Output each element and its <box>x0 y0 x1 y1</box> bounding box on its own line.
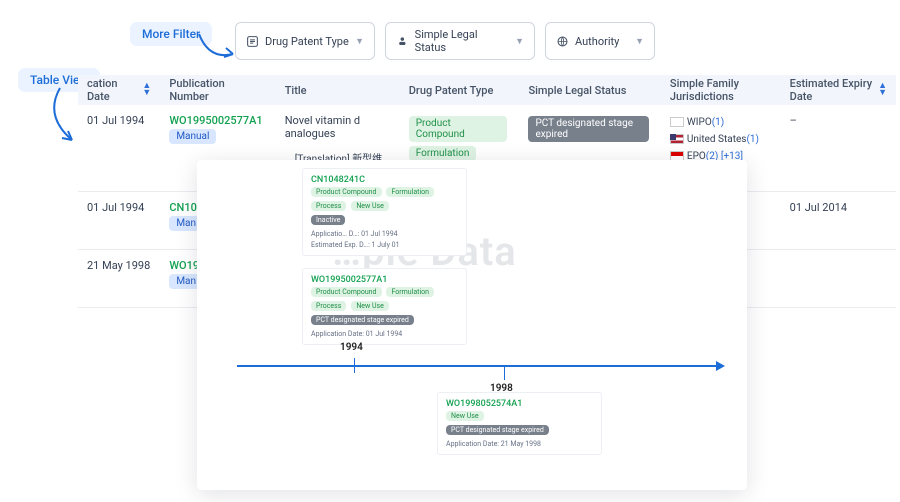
sort-icon: ▲▼ <box>142 83 151 97</box>
publication-link[interactable]: WO1995002577A1 <box>169 114 266 127</box>
col-estimated-expiry-date[interactable]: Estimated Expiry Date▲▼ <box>781 77 896 103</box>
tag: Formulation <box>409 146 477 161</box>
timeline-card[interactable]: WO1995002577A1 Product Compound Formulat… <box>302 268 467 345</box>
filter-label: Simple Legal Status <box>415 28 509 54</box>
timeline-panel: …ple Data CN1048241C Product Compound Fo… <box>197 160 747 490</box>
filter-bar: Drug Patent Type ▼ Simple Legal Status ▼… <box>235 22 655 60</box>
label-more-filter: More Filter <box>130 22 212 46</box>
cell-expiry: 01 Jul 2014 <box>781 201 896 214</box>
cell-date: 21 May 1998 <box>78 259 160 272</box>
cell-date: 01 Jul 1994 <box>78 114 160 127</box>
tag: New Use <box>351 301 389 311</box>
flag-icon <box>670 134 684 144</box>
timeline-axis <box>237 365 717 367</box>
col-publication-number[interactable]: Publication Number <box>160 77 275 103</box>
card-meta: Estimated Exp. D…: 1 July 01 <box>311 241 458 249</box>
card-meta: Application Date: 01 Jul 1994 <box>311 330 458 338</box>
status-badge: Inactive <box>311 215 345 225</box>
tag: Product Compound <box>311 187 382 197</box>
cell-date: 01 Jul 1994 <box>78 201 160 214</box>
tag: New Use <box>351 201 389 211</box>
chevron-down-icon: ▼ <box>635 36 644 47</box>
col-simple-legal-status[interactable]: Simple Legal Status <box>519 84 660 97</box>
filter-label: Drug Patent Type <box>265 35 349 48</box>
publication-link[interactable]: CN1048241C <box>311 175 458 185</box>
col-simple-family-jurisdictions[interactable]: Simple Family Jurisdictions <box>661 77 781 103</box>
tag: Product Compound <box>311 287 382 297</box>
col-drug-patent-type[interactable]: Drug Patent Type <box>400 84 520 97</box>
filter-drug-patent-type[interactable]: Drug Patent Type ▼ <box>235 22 375 60</box>
tag: Product Compound <box>409 116 508 142</box>
arrow-table-view <box>42 86 80 146</box>
filter-icon <box>246 35 259 48</box>
table-header: cation Date▲▼ Publication Number Title D… <box>78 75 896 105</box>
filter-authority[interactable]: Authority ▼ <box>545 22 655 60</box>
col-application-date[interactable]: cation Date▲▼ <box>78 77 160 103</box>
status-badge: PCT designated stage expired <box>446 425 549 435</box>
status-badge: PCT designated stage expired <box>528 116 648 142</box>
timeline-tick: 1998 <box>504 365 505 380</box>
status-icon <box>396 35 409 48</box>
status-badge: PCT designated stage expired <box>311 315 414 325</box>
filter-simple-legal-status[interactable]: Simple Legal Status ▼ <box>385 22 535 60</box>
chevron-down-icon: ▼ <box>355 36 364 47</box>
cell-pub: WO1995002577A1 Manual <box>160 114 275 146</box>
tag: Formulation <box>386 287 434 297</box>
cell-jurisdictions: WIPO(1) United States(1) EPO(2) [+13] <box>661 114 781 165</box>
card-meta: Applicatio… D…: 01 Jul 1994 <box>311 230 458 238</box>
manual-badge: Manual <box>169 129 216 144</box>
tag: Process <box>311 201 346 211</box>
tag: Formulation <box>386 187 434 197</box>
title-text: Novel vitamin d analogues <box>285 114 391 140</box>
cell-expiry: – <box>781 114 896 127</box>
timeline-tick: 1994 <box>354 358 355 373</box>
publication-link[interactable]: WO1998052574A1 <box>446 399 593 409</box>
col-title[interactable]: Title <box>276 84 400 97</box>
chevron-down-icon: ▼ <box>515 36 524 47</box>
flag-icon <box>670 117 684 127</box>
jur-count[interactable]: (1) <box>746 134 759 145</box>
sort-icon: ▲▼ <box>878 83 887 97</box>
tag: Process <box>311 301 346 311</box>
filter-label: Authority <box>575 35 619 48</box>
publication-link[interactable]: WO1995002577A1 <box>311 275 458 285</box>
cell-status: PCT designated stage expired <box>519 114 660 144</box>
jur-count[interactable]: (1) <box>712 117 725 128</box>
card-meta: Application Date: 21 May 1998 <box>446 440 593 448</box>
timeline-card[interactable]: WO1998052574A1 New Use PCT designated st… <box>437 392 602 455</box>
tag: New Use <box>446 411 484 421</box>
globe-icon <box>556 35 569 48</box>
timeline-card[interactable]: CN1048241C Product Compound Formulation … <box>302 168 467 256</box>
